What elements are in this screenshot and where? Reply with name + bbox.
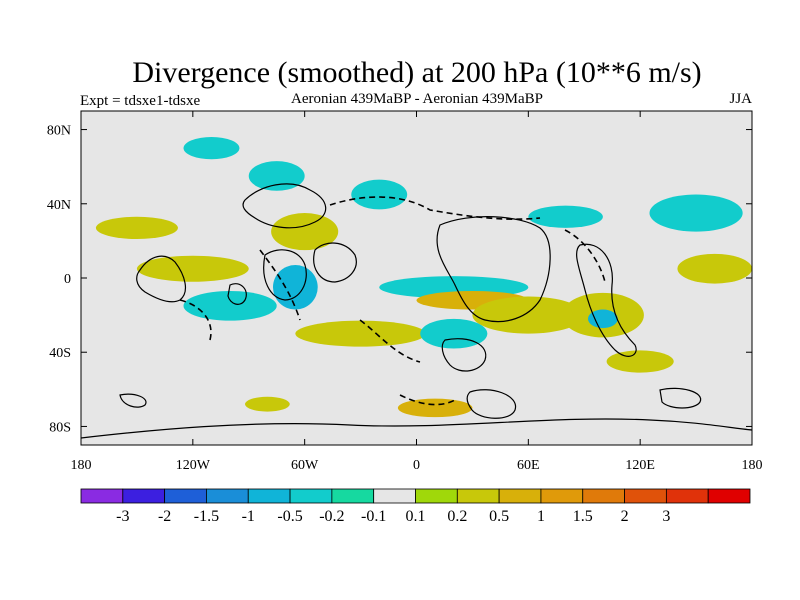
field-blob-16: [397, 398, 473, 418]
center-label: Aeronian 439MaBP - Aeronian 439MaBP: [291, 91, 543, 107]
y-tick-label: 80S: [49, 420, 71, 435]
colorbar-label: -0.2: [319, 508, 344, 525]
field-blob-13: [528, 205, 603, 228]
colorbar-swatch: [582, 488, 625, 504]
left-label: Expt = tdsxe1-tdsxe: [80, 93, 200, 109]
field-blob-20: [606, 350, 674, 373]
y-tick-label: 80N: [47, 124, 71, 139]
colorbar-swatch: [415, 488, 458, 504]
colorbar-swatch: [331, 488, 375, 504]
colorbar-swatch: [624, 488, 667, 504]
colorbar-label: 0.5: [489, 508, 509, 525]
field-blob-4: [271, 213, 339, 251]
x-tick-label: 0: [413, 458, 420, 473]
field-blob-18: [183, 136, 240, 160]
field-blob-17: [245, 396, 290, 412]
colorbar-swatch: [247, 488, 291, 504]
field-blob-5: [272, 265, 318, 310]
colorbar-swatch: [498, 488, 542, 504]
y-tick-label: 40N: [47, 198, 71, 213]
colorbar-swatch: [707, 488, 751, 504]
x-tick-label: 180: [71, 458, 92, 473]
colorbar-label: 0.1: [406, 508, 426, 525]
plot-area: 180 120W 60W 0 60E 120E 180 80N 40N 0 40S 80S: [47, 110, 763, 473]
colorbar-label: -0.1: [361, 508, 386, 525]
coastlines: [81, 183, 752, 439]
field-blob-6: [295, 320, 426, 347]
colorbar-label: 1: [537, 508, 545, 525]
colorbar-swatch: [164, 488, 207, 504]
colorbar-label: -1: [242, 508, 255, 525]
colorbar-swatch: [540, 488, 584, 504]
right-label: JJA: [729, 91, 752, 107]
divergence-field: [95, 136, 752, 418]
colorbar-swatch: [665, 488, 709, 504]
colorbar: -3 -2 -1.5 -1 -0.5 -0.2 -0.1 0.1 0.2 0.5 1 1.5 2 3: [80, 488, 751, 525]
field-blob-10: [420, 318, 488, 349]
field-blob-15: [677, 253, 752, 284]
colorbar-swatch: [456, 488, 500, 504]
colorbar-label: 3: [662, 508, 670, 525]
paleo-shorelines: [179, 196, 606, 406]
field-blob-19: [351, 179, 408, 210]
field-blob-3: [248, 161, 305, 191]
field-blob-1: [136, 255, 249, 282]
x-axis: 180 120W 60W 0 60E 120E 180: [71, 111, 763, 473]
field-blob-0: [95, 216, 178, 240]
colorbar-label: 1.5: [573, 508, 593, 525]
colorbar-label: -2: [158, 508, 171, 525]
colorbar-label: -0.5: [277, 508, 302, 525]
colorbar-swatch: [122, 488, 166, 504]
x-tick-label: 180: [742, 458, 763, 473]
y-tick-label: 0: [64, 272, 71, 287]
colorbar-swatch: [289, 488, 333, 504]
field-blob-14: [649, 194, 743, 232]
field-blob-2: [183, 290, 277, 321]
x-tick-label: 120W: [176, 458, 211, 473]
y-axis: 80N 40N 0 40S 80S: [47, 124, 752, 435]
x-tick-label: 60W: [291, 458, 319, 473]
x-tick-label: 120E: [625, 458, 655, 473]
field-blob-12: [587, 309, 618, 329]
chart-title: Divergence (smoothed) at 200 hPa (10**6 …: [132, 56, 701, 89]
colorbar-swatch: [206, 488, 249, 504]
colorbar-label: 2: [621, 508, 629, 525]
colorbar-swatch: [80, 488, 124, 504]
colorbar-label: 0.2: [447, 508, 467, 525]
x-tick-label: 60E: [517, 458, 540, 473]
colorbar-swatch: [373, 488, 416, 504]
colorbar-label: -3: [116, 508, 129, 525]
colorbar-label: -1.5: [194, 508, 219, 525]
y-tick-label: 40S: [49, 346, 71, 361]
field-blob-9: [472, 296, 585, 334]
